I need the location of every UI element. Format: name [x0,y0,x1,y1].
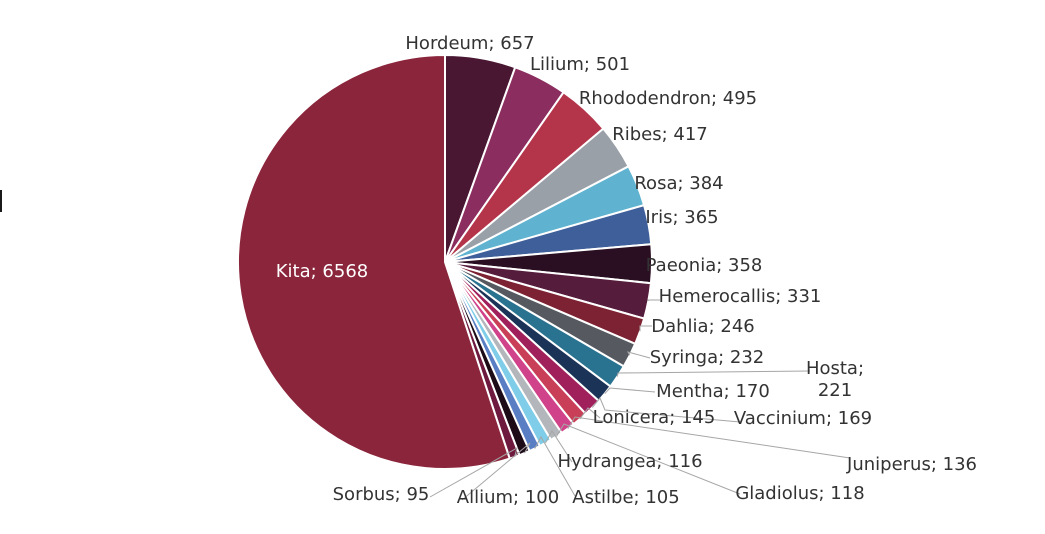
slice-label-vaccinium: Vaccinium; 169 [734,408,872,429]
leader-line-vaccinium [591,397,741,423]
slice-label-hordeum: Hordeum; 657 [405,33,534,54]
leader-line-sorbus [429,446,518,498]
leader-line-hydrangea [544,430,573,463]
leader-line-hosta [616,370,811,377]
slice-label-iris: Iris; 365 [645,207,718,228]
slice-label-ribes: Ribes; 417 [612,124,708,145]
slice-label-allium: Allium; 100 [457,487,559,508]
slice-label-dahlia: Dahlia; 246 [651,316,754,337]
pie-slice-kita [237,53,511,470]
slice-label-astilbe: Astilbe; 105 [572,487,679,508]
slice-label-hydrangea: Hydrangea; 116 [557,451,702,472]
slice-label-hemerocallis: Hemerocallis; 331 [659,286,822,307]
slice-label-lonicera: Lonicera; 145 [593,407,716,428]
leader-line-juniperus [567,416,851,459]
leader-line-lonicera [579,407,601,420]
slice-label-kita: Kita; 6568 [276,261,369,282]
slice-label-hosta: Hosta; 221 [806,358,864,401]
pie-slices [237,53,653,470]
slice-label-sorbus: Sorbus; 95 [333,484,430,505]
leader-lines [429,299,851,501]
leader-line-gladiolus [555,423,741,495]
slice-label-paeonia: Paeonia; 358 [646,255,763,276]
leader-line-mentha [604,387,656,395]
slice-label-lilium: Lilium; 501 [530,54,630,75]
slice-label-syringa: Syringa; 232 [650,347,765,368]
leader-line-hemerocallis [647,299,660,302]
leader-line-astilbe [534,435,576,497]
slice-label-rosa: Rosa; 384 [634,173,723,194]
leader-line-syringa [626,351,651,359]
slice-label-gladiolus: Gladiolus; 118 [735,483,864,504]
leader-line-dahlia [639,325,652,332]
leader-line-allium [461,442,531,501]
edge-marker [0,190,2,212]
slice-label-mentha: Mentha; 170 [656,381,770,402]
slice-label-rhododendron: Rhododendron; 495 [579,88,757,109]
slice-label-juniperus: Juniperus; 136 [846,454,977,475]
